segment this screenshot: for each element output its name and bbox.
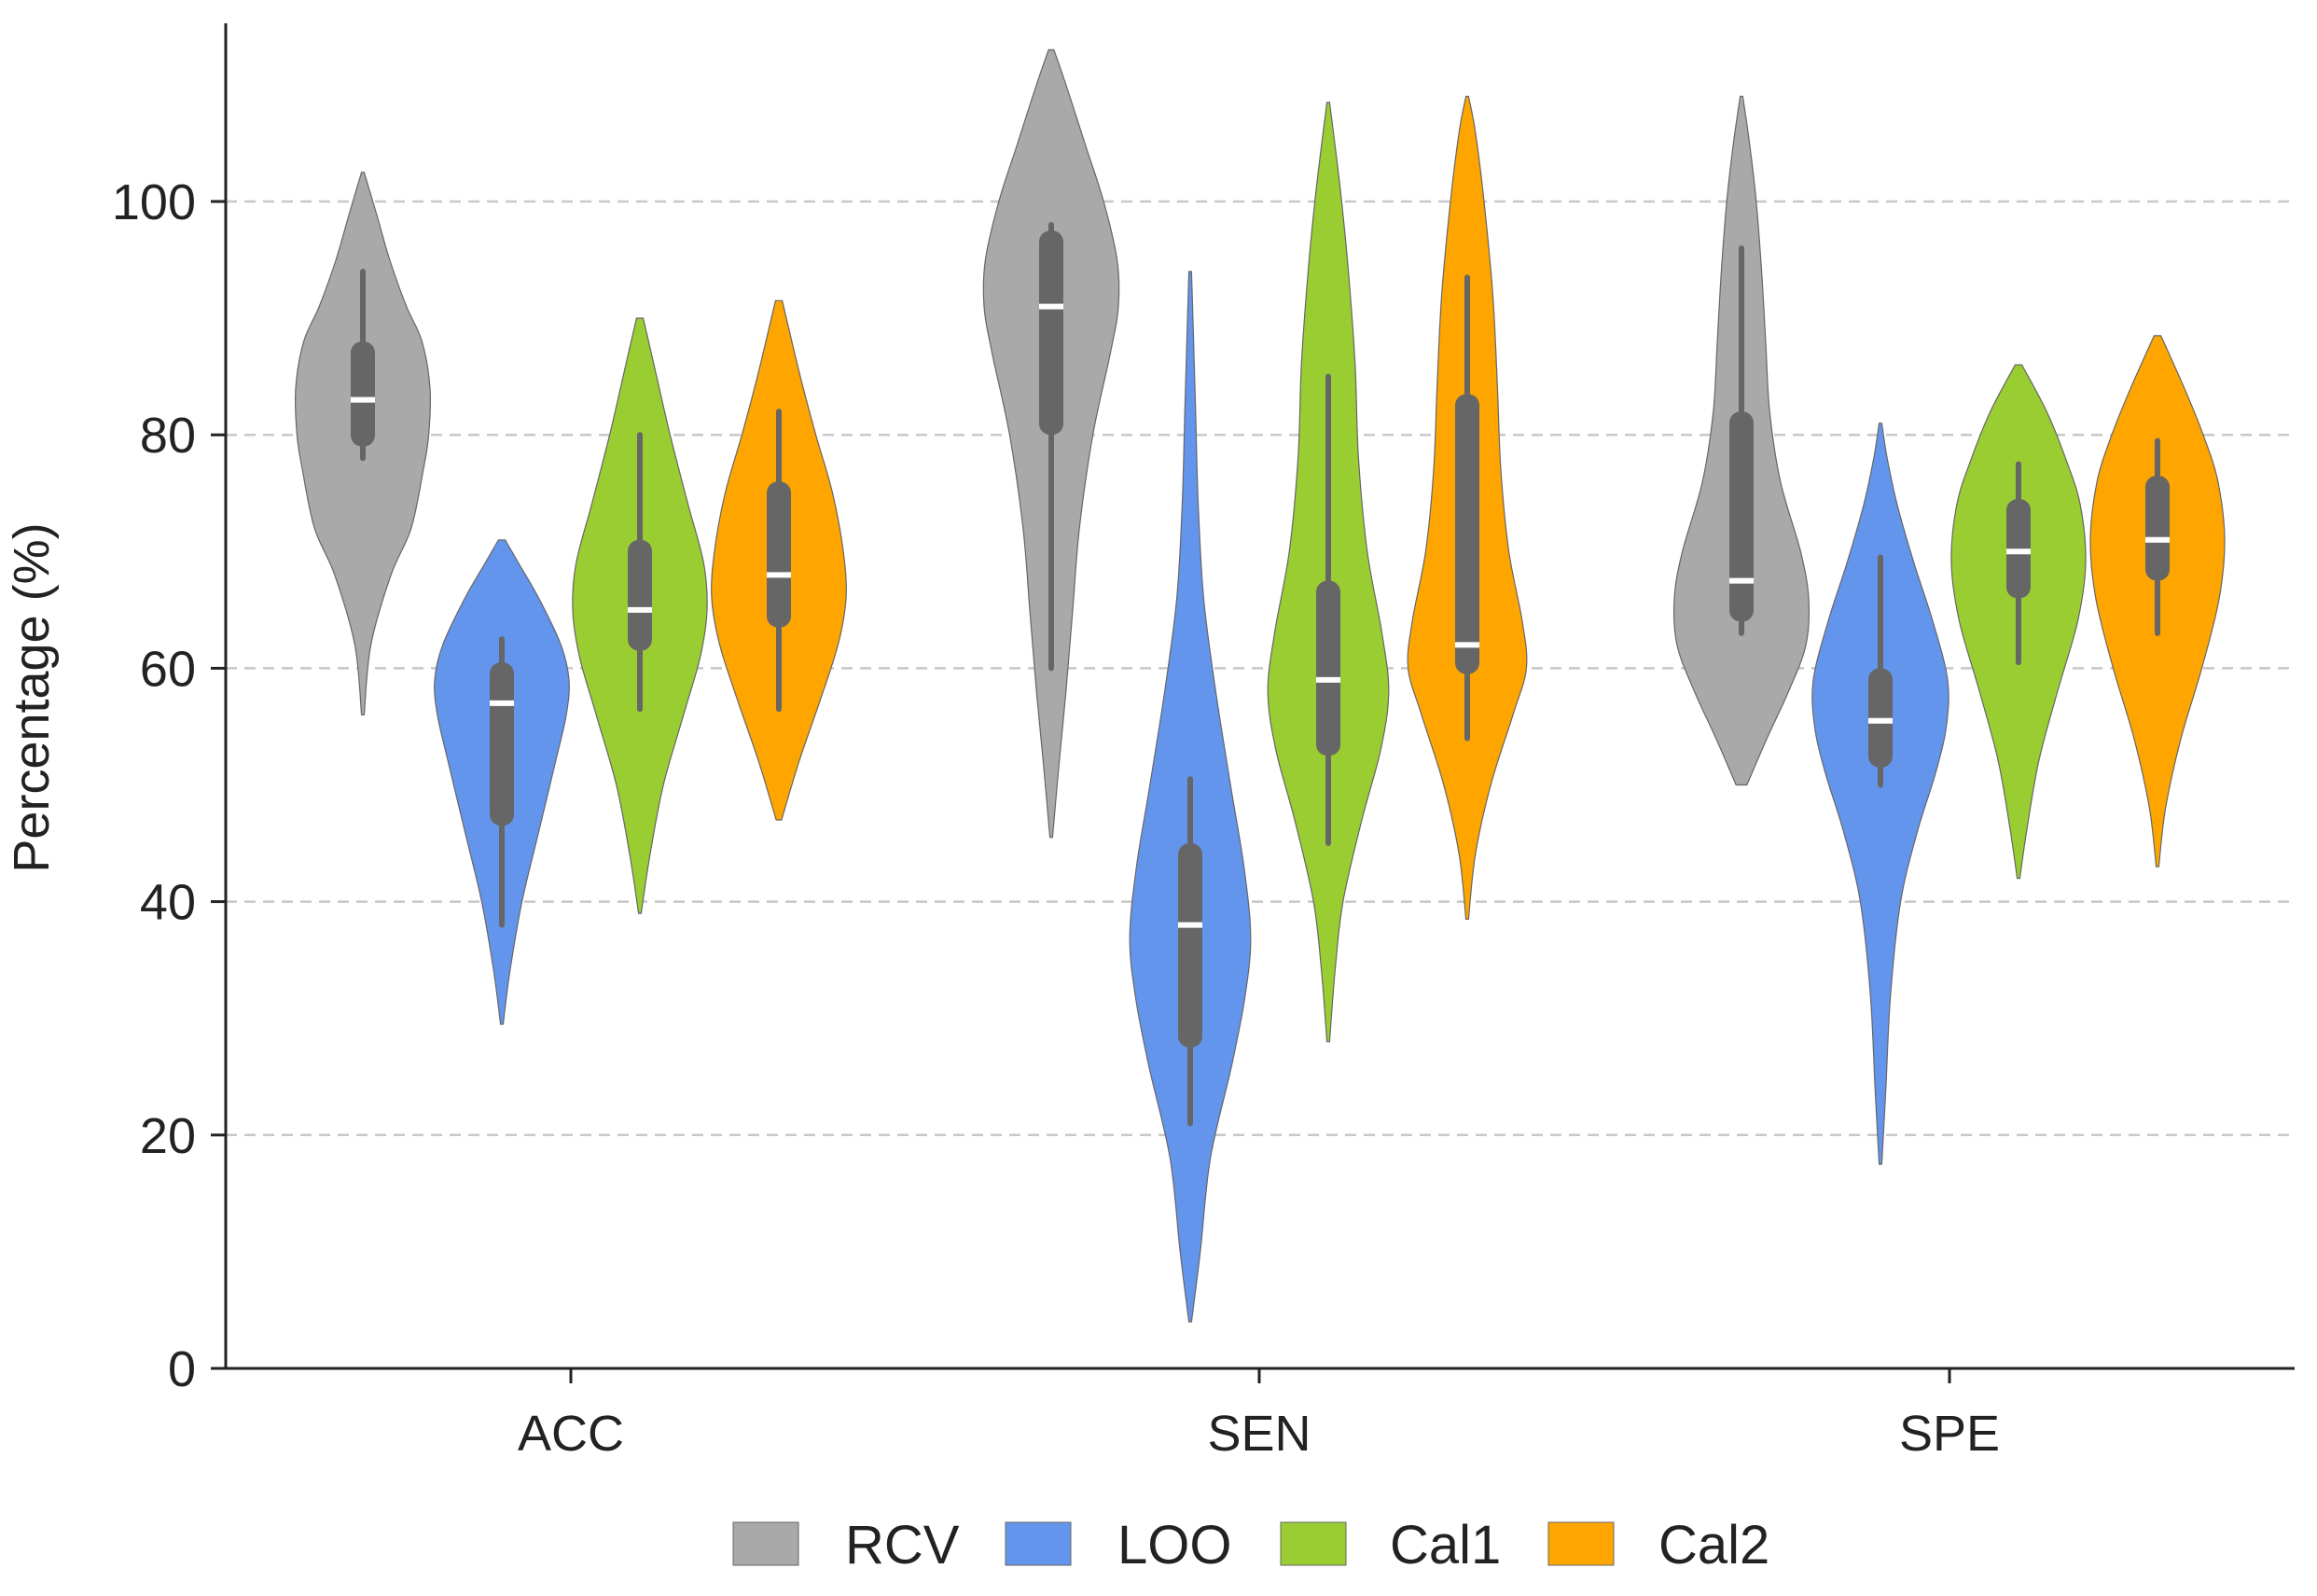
- y-axis-title: Percentage (%): [4, 522, 60, 872]
- violin-cal2-acc: [711, 299, 847, 821]
- iqr-box: [1039, 230, 1063, 436]
- iqr-box: [2145, 475, 2170, 581]
- legend-swatch: [1547, 1521, 1615, 1566]
- violin-rcv-acc: [294, 172, 432, 715]
- legend-swatch: [732, 1521, 799, 1566]
- y-tick-label: 80: [140, 408, 196, 464]
- iqr-box: [490, 662, 514, 826]
- iqr-box: [2006, 499, 2031, 599]
- legend-label: RCV: [845, 1515, 960, 1575]
- iqr-box: [628, 539, 652, 651]
- violin-rcv-spe: [1672, 95, 1811, 786]
- iqr-box: [767, 481, 791, 628]
- iqr-box: [351, 341, 375, 447]
- iqr-box: [1178, 843, 1202, 1048]
- violin-body: [1811, 423, 1949, 1165]
- legend-swatch: [1280, 1521, 1347, 1566]
- legend-label: Cal1: [1390, 1515, 1501, 1575]
- gridlines: [226, 200, 2295, 1137]
- iqr-box: [1455, 394, 1479, 674]
- iqr-box: [1868, 668, 1893, 768]
- y-tick-label: 0: [168, 1341, 196, 1397]
- legend-label: Cal2: [1658, 1515, 1769, 1575]
- violin-cal1-spe: [1950, 364, 2087, 880]
- legend-item-loo: LOO: [1005, 1515, 1232, 1575]
- legend-item-cal1: Cal1: [1280, 1515, 1501, 1575]
- violin-rcv-sen: [982, 49, 1120, 839]
- legend-label: LOO: [1117, 1515, 1232, 1575]
- y-tick-label: 40: [140, 875, 196, 931]
- x-tick-label-acc: ACC: [518, 1406, 624, 1462]
- legend: RCV LOO Cal1 Cal2: [732, 1515, 1769, 1575]
- violin-cal1-acc: [572, 317, 708, 914]
- violin-cal2-sen: [1407, 95, 1528, 920]
- violin-cal2-spe: [2089, 335, 2226, 867]
- legend-item-rcv: RCV: [732, 1515, 960, 1575]
- y-tick-label: 60: [140, 641, 196, 697]
- axes: 0 20 40 60 80 100 ACC SEN SPE: [112, 23, 2295, 1462]
- y-tick-label: 20: [140, 1108, 196, 1164]
- legend-item-cal2: Cal2: [1547, 1515, 1769, 1575]
- iqr-box: [1729, 411, 1754, 622]
- y-tick-label: 100: [112, 174, 196, 230]
- violin-loo-sen: [1129, 271, 1252, 1323]
- violin-loo-spe: [1811, 423, 1949, 1165]
- violin-cal1-sen: [1267, 102, 1390, 1043]
- x-tick-label-sen: SEN: [1207, 1406, 1311, 1462]
- iqr-box: [1316, 580, 1340, 756]
- x-tick-label-spe: SPE: [1899, 1406, 2000, 1462]
- violins: [294, 49, 2226, 1323]
- violin-loo-acc: [434, 539, 570, 1025]
- legend-swatch: [1005, 1521, 1072, 1566]
